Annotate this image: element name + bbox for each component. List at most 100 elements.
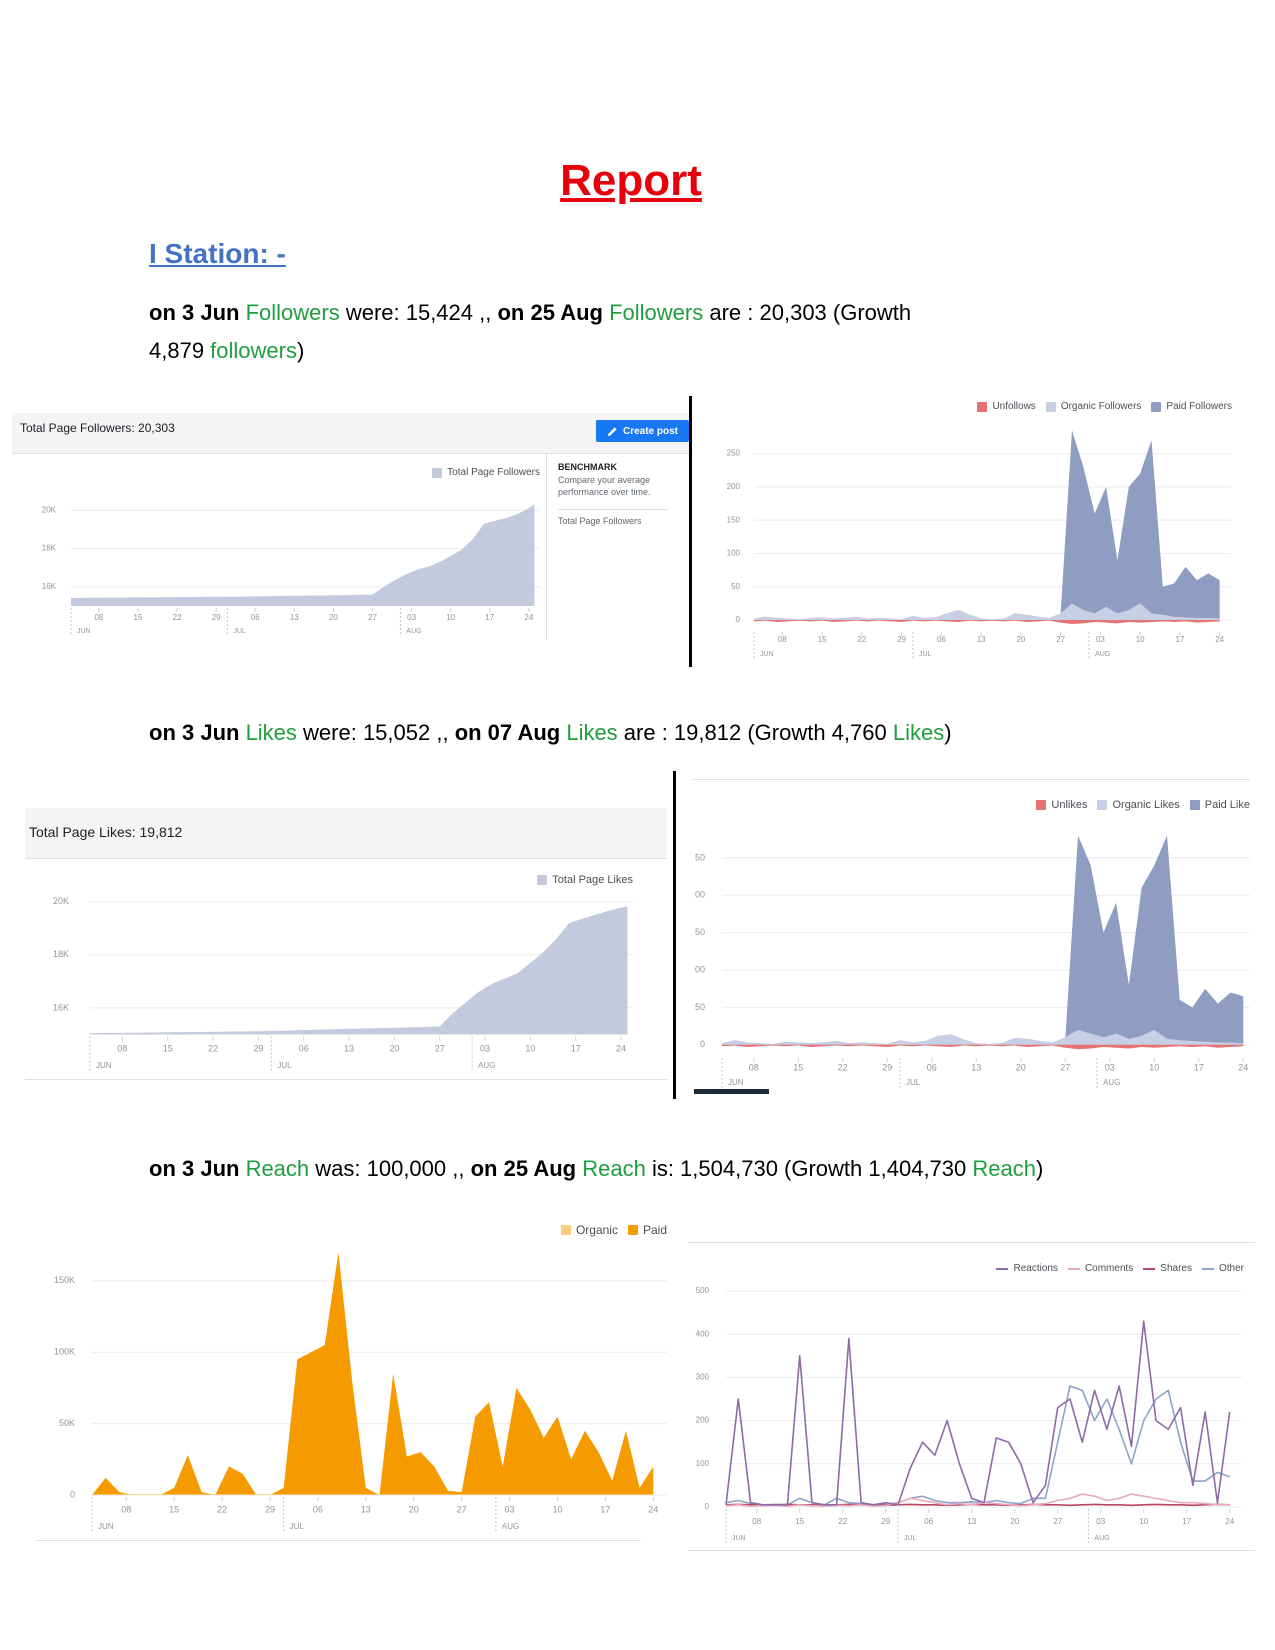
month-label: JUL [233, 628, 246, 635]
area [90, 906, 628, 1035]
y-tick-label: 500 [696, 1286, 710, 1295]
x-tick-label: 10 [525, 1043, 535, 1053]
x-tick-label: 06 [251, 613, 260, 622]
text-run: on 3 Jun [149, 300, 246, 325]
text-run: 4,879 [149, 338, 211, 363]
month-label: AUG [1095, 651, 1110, 658]
area [722, 1029, 1244, 1045]
y-tick-label: 18K [53, 949, 69, 959]
y-tick-label: 16K [42, 582, 57, 591]
text-run: Likes [245, 720, 297, 745]
legend-line [1067, 1267, 1080, 1270]
x-tick-label: 17 [1194, 1062, 1204, 1072]
x-tick-label: 27 [1053, 1517, 1062, 1526]
text-run: were: 15,424 ,, [339, 300, 498, 325]
x-tick-label: 22 [857, 635, 866, 644]
legend-label: Organic Followers [1060, 401, 1142, 412]
y-tick-label: 150K [54, 1275, 75, 1285]
y-tick-label: 300 [696, 1373, 710, 1382]
y-tick-label: 400 [696, 1329, 710, 1338]
text-run: followers [210, 338, 297, 363]
legend-item: Organic Likes [1097, 799, 1180, 811]
x-tick-label: 08 [117, 1043, 127, 1053]
followers-breakdown-chart: 0 50 100 150 200 250 08 15 22 29 06 13 20 27 03 10 17 24 J… [696, 396, 1245, 667]
x-tick-label: 08 [752, 1517, 761, 1526]
chart-title: Total Page Followers: 20,303 [20, 421, 175, 435]
y-tick-label: 200 [696, 1416, 710, 1425]
paragraph: on 3 Jun Reach was: 100,000 ,, on 25 Aug… [149, 1150, 1043, 1188]
x-tick-label: 03 [1096, 1517, 1105, 1526]
series [725, 1320, 1231, 1507]
area [92, 1494, 654, 1495]
followers-chart: 16K 18K 20K 08 15 22 29 06 13 20 27 03 10 17 24 JUN JUL A… [12, 411, 690, 640]
legend-swatch [1097, 800, 1108, 810]
month-label: JUL [290, 1522, 305, 1531]
reach-chart: 0 50K 100K 150K 08 15 22 29 06 13 20 27 03 10 17 24 JUN J… [36, 1214, 667, 1542]
x-tick-label: 22 [217, 1504, 227, 1514]
chart-title: Total Page Likes: 19,812 [29, 824, 183, 840]
chart-canvas: 0 50K 100K 150K 08 15 22 29 06 13 20 27 03 10 17 24 JUN J… [54, 1252, 667, 1532]
x-tick-label: 27 [1056, 635, 1065, 644]
x-tick-label: 13 [361, 1504, 371, 1514]
text-run: Followers [609, 300, 704, 325]
text-run: ) [1035, 1156, 1044, 1181]
x-tick-label: 29 [212, 613, 221, 622]
legend-swatch [1045, 401, 1056, 412]
x-tick-label: 22 [173, 613, 182, 622]
legend-label: Paid Like [1204, 799, 1250, 811]
y-tick-label: 18K [42, 544, 57, 553]
area [754, 603, 1220, 621]
series [71, 504, 535, 606]
x-tick-label: 03 [480, 1043, 490, 1053]
area [754, 430, 1220, 621]
y-tick-label: 150 [727, 515, 741, 524]
x-tick-label: 27 [457, 1504, 467, 1514]
x-tick-label: 06 [313, 1504, 323, 1514]
y-tick-label: 50 [695, 927, 705, 937]
legend-swatch [537, 875, 548, 885]
x-tick-label: 13 [971, 1062, 981, 1072]
line [725, 1320, 1231, 1506]
paragraph: on 3 Jun Followers were: 15,424 ,, on 25… [149, 294, 911, 370]
x-tick-label: 17 [1182, 1517, 1191, 1526]
legend-item: Paid [627, 1223, 667, 1237]
x-tick-label: 06 [937, 635, 946, 644]
x-tick-label: 24 [1238, 1062, 1248, 1072]
text-run: on 07 Aug [454, 720, 567, 745]
chart-canvas: 0 100 200 300 400 500 08 15 22 29 06 13 20 27 03 10 17 24… [696, 1286, 1242, 1543]
text-run: on 3 Jun [149, 720, 246, 745]
legend-label: Paid Followers [1166, 401, 1232, 412]
divider [688, 1242, 1255, 1243]
divider [558, 509, 668, 510]
x-tick-label: 03 [407, 613, 416, 622]
text-run: are : 20,303 (Growth [703, 300, 912, 325]
y-tick-label: 00 [695, 964, 705, 974]
legend-swatch [560, 1225, 571, 1235]
x-tick-label: 20 [329, 613, 338, 622]
text-line: 4,879 followers) [149, 332, 911, 370]
y-tick-label: 50 [731, 582, 740, 591]
scrollbar[interactable] [694, 1089, 769, 1094]
y-tick-label: 50 [695, 852, 705, 862]
x-tick-label: 17 [1175, 635, 1184, 644]
y-tick-label: 100 [727, 549, 741, 558]
create-post-button[interactable]: Create post [596, 420, 689, 442]
chart-canvas: 16K 18K 20K 08 15 22 29 06 13 20 27 03 10 17 24 JUN JUL A… [53, 896, 634, 1071]
legend-item: Other [1201, 1263, 1244, 1274]
x-tick-label: 17 [485, 613, 494, 622]
legend-line [996, 1267, 1009, 1270]
month-label: JUN [96, 1061, 112, 1070]
legend-label: Total Page Followers [447, 467, 540, 478]
line [725, 1493, 1230, 1507]
text-run: Reach [245, 1156, 310, 1181]
legend: Reactions Comments Shares Other [996, 1263, 1244, 1274]
chart-canvas: 0 50 00 50 00 50 08 15 22 29 06 13 20 27 03 10 17 24 JUN JU… [695, 835, 1250, 1088]
month-label: AUG [406, 628, 421, 635]
x-tick-label: 20 [1016, 635, 1025, 644]
legend: Unfollows Organic Followers Paid Followers [977, 401, 1232, 412]
month-label: JUN [732, 1535, 746, 1542]
legend-swatch [1036, 800, 1047, 810]
x-tick-label: 03 [505, 1504, 515, 1514]
legend-label: Reactions [1013, 1263, 1058, 1274]
